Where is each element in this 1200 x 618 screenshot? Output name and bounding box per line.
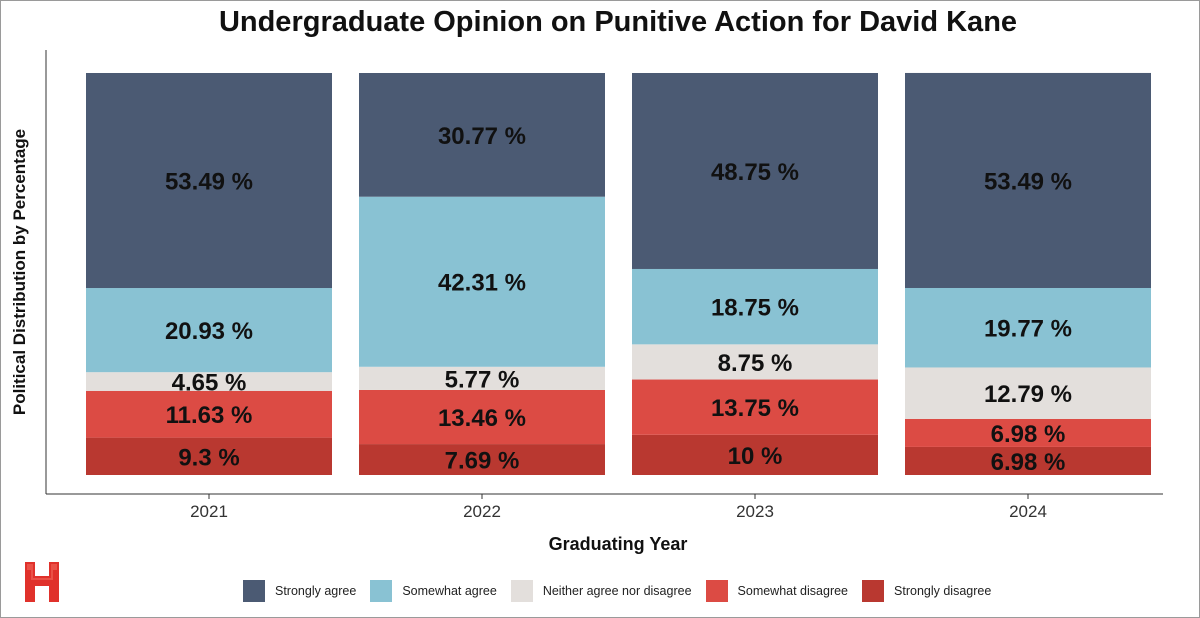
chart-title: Undergraduate Opinion on Punitive Action… [218, 6, 1018, 38]
bar-neither-agree-nor-disagree-2023 [632, 344, 878, 380]
data-label-strongly-agree-2024: 53.49 % [984, 168, 1072, 195]
bar-somewhat-agree-2021 [86, 288, 332, 373]
data-label-neither-agree-nor-disagree-2024: 12.79 % [984, 381, 1072, 408]
bar-strongly-agree-2022 [359, 73, 605, 197]
bar-strongly-disagree-2023 [632, 434, 878, 475]
legend-swatch-strongly-disagree [862, 580, 885, 602]
legend-item-strongly-agree: Strongly agree [243, 580, 356, 602]
legend-swatch-somewhat-agree [370, 580, 393, 602]
x-tick-label-2023: 2023 [736, 502, 774, 521]
data-label-neither-agree-nor-disagree-2022: 5.77 % [445, 366, 520, 393]
legend-label-strongly-disagree: Strongly disagree [894, 584, 992, 598]
x-tick-label-2024: 2024 [1009, 502, 1047, 521]
data-label-somewhat-agree-2023: 18.75 % [711, 295, 799, 322]
data-label-strongly-agree-2022: 30.77 % [438, 123, 526, 150]
bar-somewhat-disagree-2023 [632, 379, 878, 435]
bar-strongly-disagree-2024 [905, 446, 1151, 475]
bar-somewhat-disagree-2021 [86, 390, 332, 438]
legend-label-somewhat-disagree: Somewhat disagree [737, 584, 849, 598]
legend: Strongly agree Somewhat agree Neither agre… [243, 579, 1005, 603]
data-label-somewhat-disagree-2024: 6.98 % [991, 421, 1066, 448]
legend-swatch-strongly-agree [243, 580, 265, 602]
data-label-somewhat-agree-2021: 20.93 % [165, 318, 253, 345]
legend-swatch-neither-agree-nor-disagree [510, 580, 533, 602]
bar-strongly-agree-2024 [905, 72, 1151, 288]
legend-label-neither-agree-nor-disagree: Neither agree nor disagree [542, 584, 692, 598]
bar-somewhat-disagree-2024 [905, 418, 1151, 447]
data-label-strongly-disagree-2023: 10 % [728, 443, 783, 470]
data-label-neither-agree-nor-disagree-2023: 8.75 % [718, 350, 793, 377]
legend-label-strongly-agree: Strongly agree [275, 584, 357, 598]
data-label-strongly-disagree-2022: 7.69 % [445, 448, 520, 475]
x-tick-label-2022: 2022 [463, 502, 501, 521]
bar-somewhat-agree-2022 [359, 196, 605, 367]
legend-item-neither-agree-nor-disagree: Neither agree nor disagree [510, 580, 692, 602]
bar-neither-agree-nor-disagree-2021 [86, 372, 332, 391]
bar-strongly-agree-2021 [86, 73, 332, 289]
bar-somewhat-disagree-2022 [359, 389, 605, 445]
x-axis-label: Graduating Year [548, 534, 688, 554]
bar-somewhat-agree-2024 [905, 287, 1151, 368]
data-label-neither-agree-nor-disagree-2021: 4.65 % [172, 370, 247, 397]
bar-strongly-agree-2023 [632, 73, 878, 269]
data-label-strongly-disagree-2021: 9.3 % [178, 444, 239, 471]
legend-item-somewhat-disagree: Somewhat disagree [705, 580, 849, 602]
data-label-somewhat-agree-2022: 42.31 % [438, 270, 526, 297]
data-label-strongly-disagree-2024: 6.98 % [991, 449, 1066, 476]
data-label-strongly-agree-2021: 53.49 % [165, 169, 253, 196]
h-logo-icon [25, 562, 59, 602]
legend-item-somewhat-agree: Somewhat agree [370, 580, 497, 602]
x-tick-label-2021: 2021 [190, 502, 228, 521]
bar-strongly-disagree-2021 [86, 437, 332, 475]
data-label-somewhat-disagree-2022: 13.46 % [438, 405, 526, 432]
data-label-strongly-agree-2023: 48.75 % [711, 159, 799, 186]
bar-neither-agree-nor-disagree-2022 [359, 366, 605, 390]
bar-somewhat-agree-2023 [632, 268, 878, 345]
legend-label-somewhat-agree: Somewhat agree [402, 584, 497, 598]
legend-swatch-somewhat-disagree [705, 580, 728, 602]
bar-strongly-disagree-2022 [359, 444, 605, 475]
data-label-somewhat-disagree-2023: 13.75 % [711, 395, 799, 422]
data-label-somewhat-agree-2024: 19.77 % [984, 316, 1072, 343]
legend-item-strongly-disagree: Strongly disagree [862, 580, 991, 602]
bar-neither-agree-nor-disagree-2024 [905, 367, 1151, 419]
data-label-somewhat-disagree-2021: 11.63 % [166, 402, 253, 429]
